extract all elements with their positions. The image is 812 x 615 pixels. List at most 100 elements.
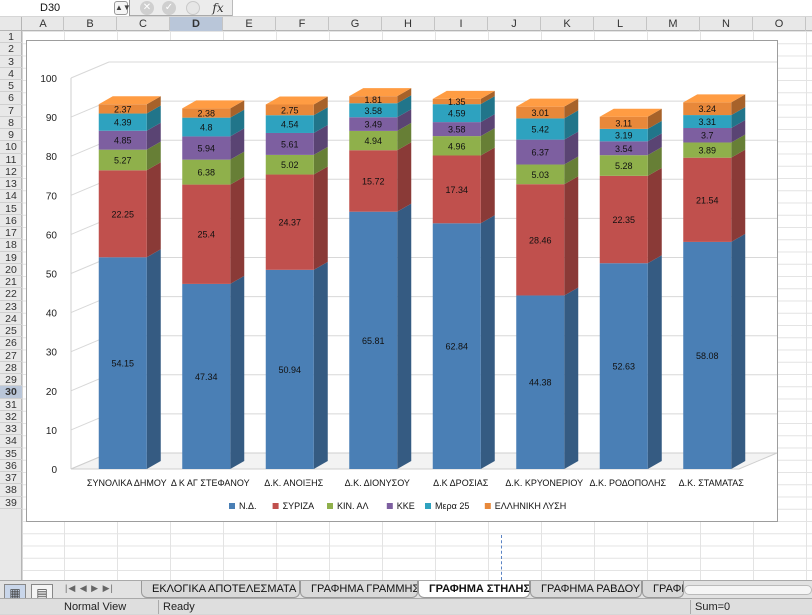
bar-segment [599,116,648,129]
row-header-24[interactable]: 24 [0,313,22,325]
row-header-15[interactable]: 15 [0,203,22,215]
bar-segment [98,130,147,150]
row-header-23[interactable]: 23 [0,301,22,313]
tab-column-chart[interactable]: ΓΡΑΦΗΜΑ ΣΤΗΛΗΣ [418,581,530,598]
column-header-n[interactable]: N [700,17,753,31]
tab-truncated[interactable]: ΓΡΑΦΗ [642,581,684,598]
legend-label: ΕΛΛΗΝΙΚΗ ΛΥΣΗ [495,501,566,511]
column-header-h[interactable]: H [382,17,435,31]
bar-segment [516,139,565,165]
bar-segment [182,136,231,160]
select-all-corner[interactable] [0,17,22,31]
row-header-9[interactable]: 9 [0,129,22,142]
bar-top [683,94,746,103]
data-label: 5.42 [531,125,549,135]
bar-side [647,147,662,176]
tab-line-chart[interactable]: ΓΡΑΦΗΜΑ ΓΡΑΜΜΗΣ [300,581,418,598]
tab-label: ΕΚΛΟΓΙΚΑ ΑΠΟΤΕΛΕΣΜΑΤΑ [152,583,297,595]
row-header-19[interactable]: 19 [0,252,22,264]
row-header-27[interactable]: 27 [0,350,22,362]
row-header-35[interactable]: 35 [0,448,22,460]
column-header-g[interactable]: G [329,17,382,31]
row-header-25[interactable]: 25 [0,325,22,338]
row-header-16[interactable]: 16 [0,215,22,227]
bar-segment [432,104,481,123]
row-header-14[interactable]: 14 [0,190,22,203]
column-header-l[interactable]: L [594,17,647,31]
data-label: 3.58 [364,106,382,116]
row-header-21[interactable]: 21 [0,276,22,289]
data-label: 5.61 [281,139,299,149]
status-ready: Ready [163,601,195,613]
row-header-6[interactable]: 6 [0,92,22,105]
bar-segment [182,117,231,137]
bar-segment [349,150,398,212]
column-header-d[interactable]: D [170,17,223,31]
row-header-13[interactable]: 13 [0,178,22,191]
tab-bar-chart[interactable]: ΓΡΑΦΗΜΑ ΡΑΒΔΟΥ [530,581,642,598]
column-header-e[interactable]: E [223,17,276,31]
row-header-10[interactable]: 10 [0,141,22,154]
y-tick-label: 90 [46,113,58,124]
horizontal-scrollbar[interactable] [684,585,812,595]
chart-canvas: 010203040506070809010054.1522.255.274.85… [40,61,778,511]
bar-top [349,88,412,97]
row-header-22[interactable]: 22 [0,288,22,301]
row-header-38[interactable]: 38 [0,484,22,497]
row-header-28[interactable]: 28 [0,362,22,374]
row-header-1[interactable]: 1 [0,31,22,44]
bar-side [313,146,328,175]
row-header-4[interactable]: 4 [0,68,22,80]
row-header-32[interactable]: 32 [0,411,22,423]
bar-side [230,128,245,160]
row-header-37[interactable]: 37 [0,472,22,485]
column-header-c[interactable]: C [117,17,170,31]
column-header-b[interactable]: B [64,17,117,31]
gridline-diag [70,61,110,79]
name-box-dropdown-icon[interactable]: ▲▼ [114,1,131,15]
column-header-f[interactable]: F [276,17,329,31]
row-header-26[interactable]: 26 [0,337,22,350]
formula-input[interactable] [232,0,812,16]
data-label: 15.72 [362,176,385,186]
row-header-20[interactable]: 20 [0,264,22,276]
row-header-5[interactable]: 5 [0,80,22,93]
function-options-icon[interactable] [186,1,200,15]
row-header-12[interactable]: 12 [0,166,22,178]
status-bar: Normal View Ready Sum=0 [0,598,812,614]
column-header-j[interactable]: J [488,17,541,31]
column-header-o[interactable]: O [753,17,806,31]
row-header-8[interactable]: 8 [0,117,22,129]
row-header-36[interactable]: 36 [0,460,22,472]
column-header-m[interactable]: M [647,17,700,31]
column-header-a[interactable]: A [23,17,64,31]
confirm-icon[interactable]: ✓ [162,1,176,15]
insert-function-button[interactable]: fx [212,1,224,15]
bar-segment [516,164,565,185]
cancel-icon[interactable]: ✕ [140,1,154,15]
column-header-i[interactable]: I [435,17,488,31]
row-header-30[interactable]: 30 [0,386,22,399]
name-box[interactable]: D30 [0,0,130,16]
tab-navigation-arrows[interactable]: |◀ ◀ ▶ ▶| [65,583,114,593]
row-header-29[interactable]: 29 [0,374,22,387]
tab-election-results[interactable]: ΕΚΛΟΓΙΚΑ ΑΠΟΤΕΛΕΣΜΑΤΑ [141,581,300,598]
row-header-11[interactable]: 11 [0,154,22,166]
bar-side [647,133,662,156]
data-label: 58.08 [696,351,719,361]
column-header-k[interactable]: K [541,17,594,31]
row-header-39[interactable]: 39 [0,497,22,509]
row-header-17[interactable]: 17 [0,227,22,240]
stacked-column-chart[interactable]: 0 10 20 30 40 50 60 70 80 90 100 54.15 22.25 5.27 4.85… [26,40,778,522]
row-header-18[interactable]: 18 [0,239,22,252]
row-header-34[interactable]: 34 [0,435,22,448]
row-header-33[interactable]: 33 [0,423,22,436]
data-label: 3.89 [698,146,716,156]
data-label: 54.15 [111,359,134,369]
row-header-2[interactable]: 2 [0,43,22,56]
row-header-7[interactable]: 7 [0,105,22,117]
row-header-bar: 1 2 3 4 5 6 7 8 9 10 11 12 13 14 15 16 17 18 19 20 21 22 23 24 2… [0,31,22,580]
row-header-3[interactable]: 3 [0,56,22,68]
row-header-31[interactable]: 31 [0,399,22,411]
